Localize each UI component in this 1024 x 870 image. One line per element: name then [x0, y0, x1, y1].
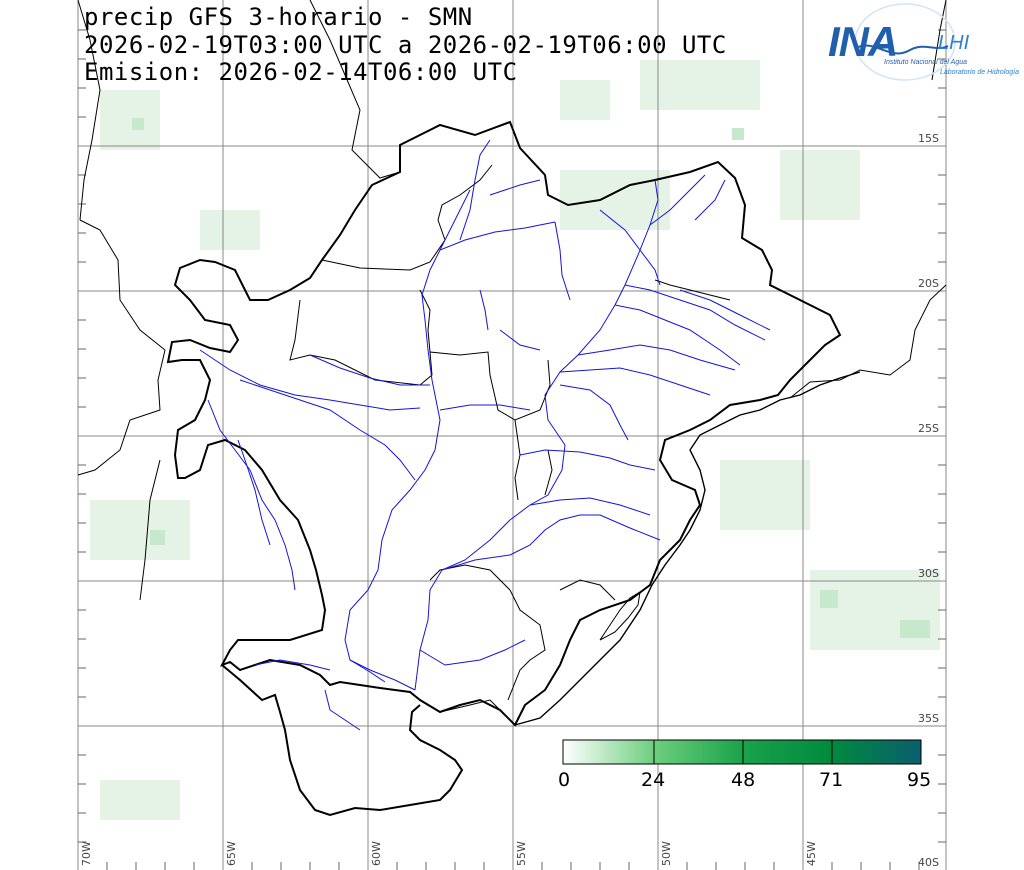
lat-label-40s: 40S — [918, 856, 939, 869]
coastline-atlantic — [514, 371, 861, 726]
colorbar-label-95: 95 — [907, 769, 932, 791]
lagoon — [599, 591, 641, 641]
colorbar-ticks — [653, 740, 833, 764]
precipitation-field-medium — [132, 118, 930, 638]
graticule — [77, 0, 947, 870]
lon-label-60w: 60W — [370, 841, 383, 866]
logo-ina: INA — [828, 18, 898, 65]
coastline-south — [221, 664, 464, 817]
lon-label-45w: 45W — [805, 841, 818, 866]
lon-label-65w: 65W — [225, 841, 238, 866]
basin-boundary — [166, 120, 842, 727]
lon-label-55w: 55W — [515, 841, 528, 866]
lat-label-15s: 15S — [918, 132, 939, 145]
lat-label-25s: 25S — [918, 422, 939, 435]
colorbar — [562, 739, 922, 765]
precipitation-field — [90, 60, 940, 820]
rivers — [199, 139, 771, 731]
logo-wave-icon — [855, 44, 949, 55]
colorbar-label-0: 0 — [558, 769, 571, 791]
colorbar-label-24: 24 — [641, 769, 666, 791]
map-title: precip GFS 3-horario - SMN — [84, 3, 473, 31]
map-period: 2026-02-19T03:00 UTC a 2026-02-19T06:00 … — [84, 31, 727, 59]
logo-lab-subtitle: Laboratorio de Hidrología — [940, 69, 1019, 76]
lat-label-30s: 30S — [918, 567, 939, 580]
map-emission: Emision: 2026-02-14T06:00 UTC — [84, 58, 518, 86]
colorbar-label-48: 48 — [731, 769, 756, 791]
logo-swoosh-icon — [854, 3, 956, 81]
internal-borders — [289, 164, 731, 713]
lon-label-50w: 50W — [660, 841, 673, 866]
axis-ticks — [78, 29, 946, 870]
lon-label-70w: 70W — [80, 841, 93, 866]
logo-lab: LHI — [938, 32, 970, 54]
logo-subtitle: Instituto Nacional del Agua — [884, 59, 968, 66]
colorbar-label-71: 71 — [819, 769, 844, 791]
lat-label-20s: 20S — [918, 277, 939, 290]
lat-label-35s: 35S — [918, 712, 939, 725]
country-borders — [77, 0, 947, 601]
